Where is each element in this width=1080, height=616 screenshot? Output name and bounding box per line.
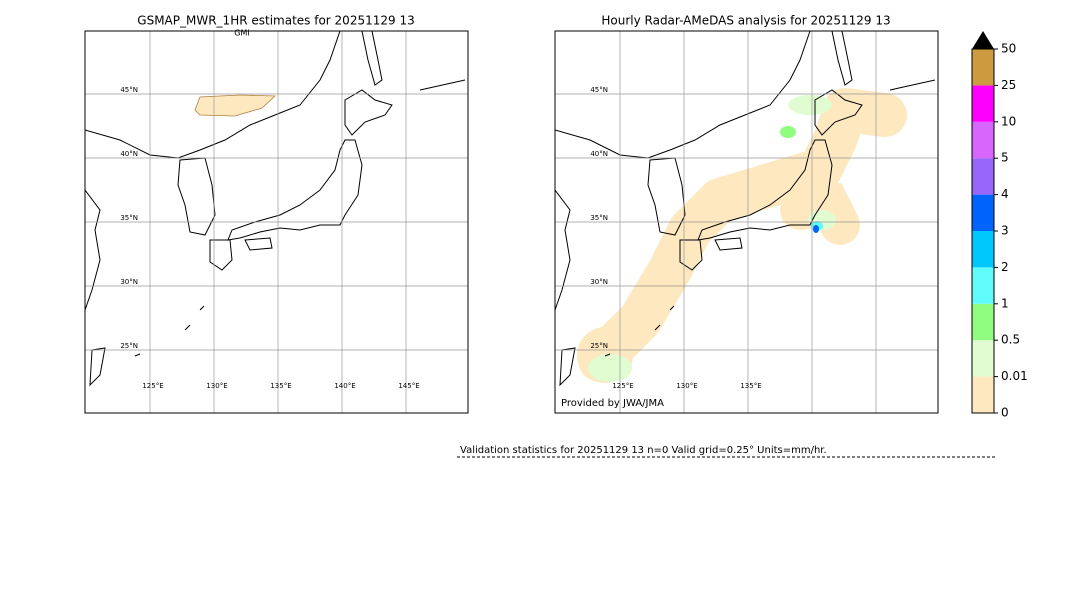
lon-label: 145°E: [398, 382, 419, 390]
lat-label: 40°N: [590, 150, 608, 158]
lat-label: 25°N: [590, 342, 608, 350]
lat-label: 30°N: [120, 278, 138, 286]
lat-label: 25°N: [120, 342, 138, 350]
lat-label: 35°N: [590, 214, 608, 222]
rain-area: [588, 354, 632, 382]
colorbar-label: 3: [1001, 224, 1009, 238]
lat-label: 45°N: [120, 86, 138, 94]
colorbar-box: [972, 158, 994, 195]
colorbar-box: [972, 376, 994, 413]
map-panel: [554, 30, 939, 414]
colorbar-extend: [972, 31, 994, 49]
lat-label: 35°N: [120, 214, 138, 222]
sensor-label: GMI: [234, 29, 249, 38]
colorbar-box: [972, 49, 994, 86]
colorbar-label: 0.01: [1001, 369, 1028, 383]
colorbar-box: [972, 194, 994, 231]
colorbar-box: [972, 85, 994, 122]
validation-text: Validation statistics for 20251129 13 n=…: [460, 445, 827, 456]
rain-area: [194, 94, 276, 117]
colorbar-label: 25: [1001, 78, 1016, 92]
colorbar-box: [972, 340, 994, 377]
panel-title: GSMAP_MWR_1HR estimates for 20251129 13: [137, 14, 414, 28]
lon-label: 130°E: [676, 382, 697, 390]
colorbar-label: 0.5: [1001, 333, 1020, 347]
lon-label: 125°E: [142, 382, 163, 390]
lon-label: 140°E: [334, 382, 355, 390]
rain-area: [578, 88, 907, 382]
lat-label: 30°N: [590, 278, 608, 286]
map-panel: [84, 30, 469, 414]
colorbar-label: 2: [1001, 260, 1009, 274]
colorbar-label: 50: [1001, 42, 1016, 56]
colorbar-label: 5: [1001, 151, 1009, 165]
colorbar-box: [972, 231, 994, 268]
lon-label: 135°E: [270, 382, 291, 390]
lon-label: 135°E: [740, 382, 761, 390]
lat-label: 45°N: [590, 86, 608, 94]
colorbar-box: [972, 303, 994, 341]
colorbar-box: [972, 121, 994, 159]
lat-label: 40°N: [120, 150, 138, 158]
colorbar: 0 0.01 0.5 1 2 3 4 5 10 25 50: [971, 31, 1028, 420]
colorbar-label: 4: [1001, 187, 1009, 201]
map-frame: [554, 30, 939, 414]
lon-label: 125°E: [612, 382, 633, 390]
map-frame: [84, 30, 469, 414]
colorbar-label: 1: [1001, 296, 1009, 310]
lon-label: 130°E: [206, 382, 227, 390]
colorbar-label: 0: [1001, 406, 1009, 420]
panel-title: Hourly Radar-AMeDAS analysis for 2025112…: [601, 14, 890, 28]
credit: Provided by JWA/JMA: [561, 398, 664, 409]
colorbar-box: [972, 267, 994, 304]
colorbar-label: 10: [1001, 114, 1016, 128]
